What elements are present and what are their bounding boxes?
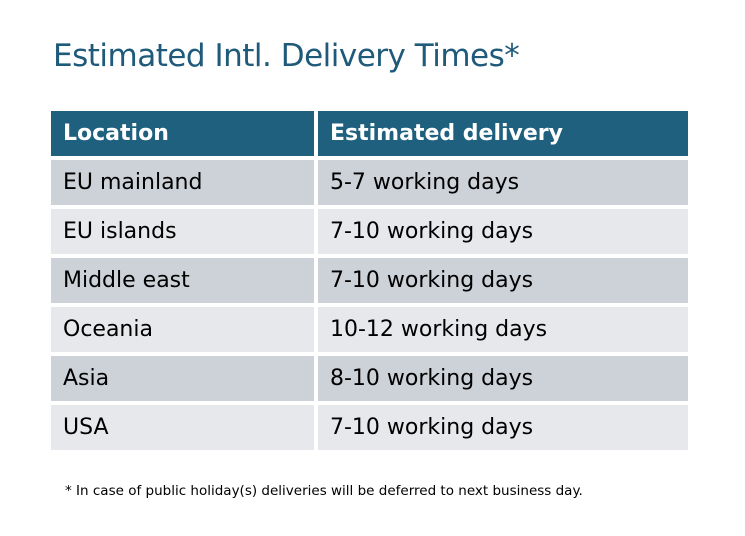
delivery-cell: 8-10 working days: [318, 356, 688, 401]
delivery-cell: 7-10 working days: [318, 405, 688, 450]
location-cell: USA: [51, 405, 314, 450]
delivery-cell: 7-10 working days: [318, 258, 688, 303]
table-row: EU islands 7-10 working days: [51, 209, 688, 254]
location-cell: EU islands: [51, 209, 314, 254]
location-cell: Asia: [51, 356, 314, 401]
delivery-table: Location Estimated delivery EU mainland 5…: [47, 107, 692, 454]
table-row: Middle east 7-10 working days: [51, 258, 688, 303]
location-cell: Oceania: [51, 307, 314, 352]
table-row: USA 7-10 working days: [51, 405, 688, 450]
header-estimated-delivery: Estimated delivery: [318, 111, 688, 156]
table-row: Oceania 10-12 working days: [51, 307, 688, 352]
location-cell: EU mainland: [51, 160, 314, 205]
header-location: Location: [51, 111, 314, 156]
delivery-cell: 7-10 working days: [318, 209, 688, 254]
header-row: Location Estimated delivery: [51, 111, 688, 156]
table-row: EU mainland 5-7 working days: [51, 160, 688, 205]
location-cell: Middle east: [51, 258, 314, 303]
delivery-cell: 5-7 working days: [318, 160, 688, 205]
table-row: Asia 8-10 working days: [51, 356, 688, 401]
delivery-cell: 10-12 working days: [318, 307, 688, 352]
page-title: Estimated Intl. Delivery Times*: [53, 38, 520, 74]
footnote: * In case of public holiday(s) deliverie…: [65, 483, 583, 499]
